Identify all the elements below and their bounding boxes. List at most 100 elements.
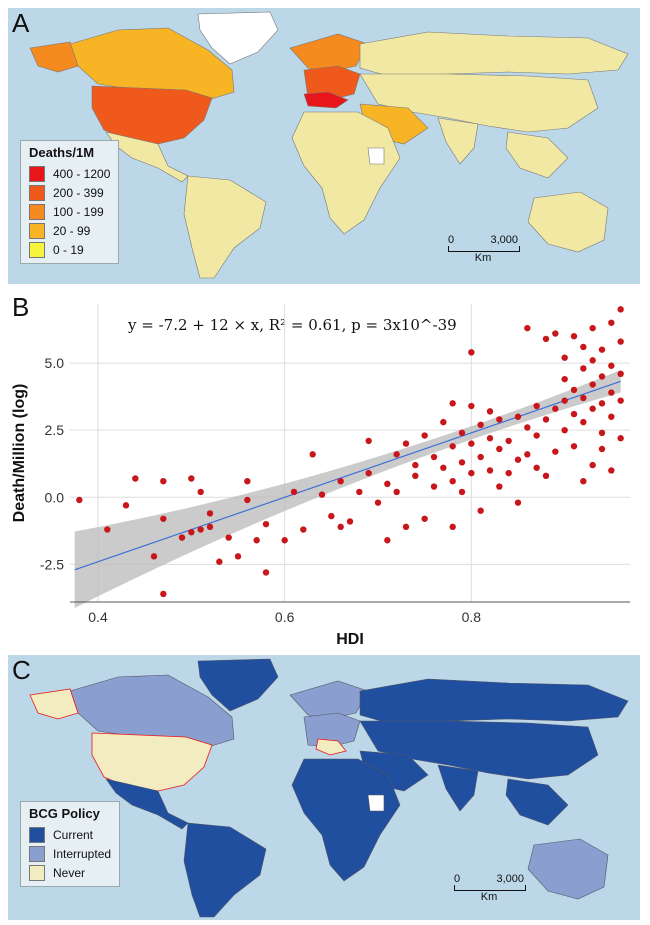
data-point — [486, 435, 494, 442]
data-point — [598, 445, 606, 453]
data-point — [570, 333, 578, 340]
data-point — [300, 526, 307, 533]
data-point — [309, 451, 316, 458]
alaska — [29, 688, 79, 720]
scatter-chart: -2.5 0.0 2.5 5.0 0.4 0.6 0.8 HDI Death/Million (… — [11, 304, 630, 648]
legend-label: 400 - 1200 — [53, 166, 111, 181]
data-point — [570, 443, 578, 450]
data-point — [552, 330, 559, 337]
data-point — [542, 416, 550, 423]
greenland — [197, 11, 279, 65]
data-point — [524, 424, 531, 431]
data-point — [505, 469, 512, 477]
spain-italy — [303, 91, 349, 109]
data-point — [608, 319, 615, 326]
world-map-bcg — [29, 658, 629, 918]
data-point — [76, 496, 83, 504]
australia — [527, 838, 609, 900]
legend-swatch — [29, 184, 45, 201]
europe-north — [289, 33, 369, 73]
data-point — [440, 418, 447, 426]
data-point — [402, 440, 410, 447]
data-point — [561, 375, 568, 383]
data-point — [505, 437, 512, 445]
data-point — [188, 528, 195, 536]
data-point — [206, 510, 214, 517]
data-point — [328, 512, 335, 520]
russia — [359, 678, 629, 724]
data-point — [542, 472, 550, 480]
data-point — [244, 496, 251, 504]
regression-equation: y = -7.2 + 12 × x, R² = 0.61, p = 3x10^-… — [128, 316, 457, 334]
data-point — [206, 523, 214, 531]
data-point — [598, 346, 606, 353]
x-axis-label: HDI — [336, 631, 364, 648]
data-point — [589, 461, 596, 469]
data-point — [216, 558, 223, 565]
usa — [91, 732, 213, 792]
data-point — [225, 534, 232, 541]
data-point — [589, 405, 596, 412]
data-point — [580, 343, 587, 351]
scale-unit: Km — [474, 252, 492, 264]
data-point — [533, 464, 540, 471]
data-point — [365, 469, 372, 477]
data-point — [468, 402, 475, 410]
confidence-band — [74, 370, 621, 609]
data-point — [337, 477, 344, 485]
data-point — [104, 526, 111, 533]
legend-swatch — [29, 203, 45, 220]
mexico — [105, 131, 189, 183]
data-point — [580, 477, 587, 485]
data-point — [346, 518, 354, 525]
panel-label-b: B — [12, 292, 30, 322]
legend-title: BCG Policy — [29, 806, 100, 821]
data-point — [458, 488, 466, 496]
data-point — [281, 537, 288, 544]
data-point — [486, 467, 494, 474]
data-point — [160, 477, 167, 485]
india — [437, 764, 479, 812]
data-point — [477, 507, 484, 514]
southeast-asia — [505, 131, 569, 179]
data-point — [589, 381, 596, 388]
legend-entry: Current — [29, 825, 111, 844]
data-point — [430, 453, 438, 461]
data-point — [617, 435, 624, 442]
data-point — [188, 475, 195, 482]
legend-entry: Interrupted — [29, 844, 111, 863]
data-point — [570, 410, 578, 418]
legend-swatch — [29, 165, 45, 182]
europe-west — [303, 712, 361, 748]
panel-label-a: A — [12, 8, 30, 38]
legend-entry: 0 - 19 — [29, 240, 110, 259]
data-point — [393, 451, 400, 458]
legend-label: 0 - 19 — [53, 242, 84, 257]
legend-entry: 200 - 399 — [29, 183, 110, 202]
y-axis-label: Death/Million (log) — [11, 384, 28, 523]
data-point — [608, 389, 615, 396]
data-point — [589, 357, 596, 364]
data-point — [496, 416, 503, 423]
data-point — [552, 405, 559, 412]
india — [437, 117, 479, 165]
data-point — [178, 534, 186, 541]
data-point — [598, 400, 606, 407]
greenland — [197, 658, 279, 712]
data-point — [430, 483, 438, 490]
south-america — [183, 822, 267, 918]
regression-line — [74, 380, 621, 571]
data-point — [524, 324, 531, 332]
data-point — [608, 413, 615, 420]
scale-bar-c: 0 3,000 Km — [454, 873, 526, 903]
data-point — [393, 488, 400, 496]
data-point — [384, 537, 391, 544]
y-tick-label: 5.0 — [45, 355, 65, 371]
x-tick-label: 0.6 — [275, 609, 295, 625]
data-point — [514, 499, 522, 506]
legend-entry: 400 - 1200 — [29, 164, 110, 183]
data-point — [234, 553, 242, 560]
data-point — [533, 432, 540, 439]
sudan — [367, 147, 385, 165]
data-point — [244, 477, 251, 485]
